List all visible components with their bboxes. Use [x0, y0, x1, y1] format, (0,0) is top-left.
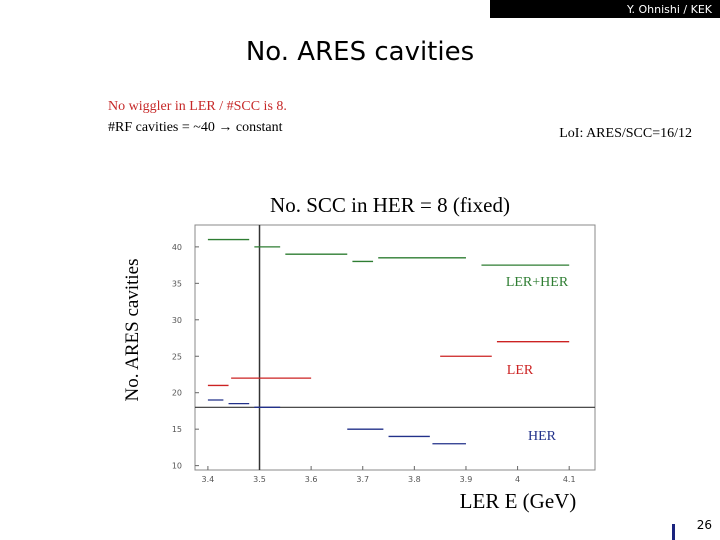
y-tick-label: 15: [172, 425, 182, 434]
x-tick-label: 4: [515, 475, 520, 484]
y-tick-label: 40: [172, 243, 182, 252]
x-tick-label: 3.8: [408, 475, 421, 484]
y-tick-label: 30: [172, 316, 182, 325]
x-tick-label: 3.6: [305, 475, 318, 484]
x-tick-label: 3.5: [253, 475, 266, 484]
chart-title: No. SCC in HER = 8 (fixed): [270, 193, 510, 217]
series-line: [207, 399, 466, 445]
loi: LoI: ARES/SCC=16/12: [559, 126, 692, 141]
series-label: HER: [528, 429, 557, 444]
page-number: 26: [697, 518, 712, 532]
series-label: LER: [507, 363, 534, 378]
y-tick-label: 35: [172, 279, 182, 288]
slide-title: No. ARES cavities: [246, 37, 474, 67]
series-line: [207, 341, 570, 387]
header: Y. Ohnishi / KEK: [626, 3, 713, 16]
x-tick-label: 4.1: [563, 475, 576, 484]
y-axis-label: No. ARES cavities: [122, 258, 143, 401]
footer-mark: [672, 524, 675, 540]
note: No wiggler in LER / #SCC is 8.: [108, 99, 287, 114]
x-tick-label: 3.9: [460, 475, 473, 484]
x-tick-label: 3.7: [356, 475, 369, 484]
header-bar: [490, 0, 720, 18]
series-label: LER+HER: [506, 275, 569, 290]
y-tick-label: 10: [172, 462, 182, 471]
series-line: [207, 238, 570, 266]
note: #RF cavities = ~40 → constant: [108, 120, 283, 135]
x-tick-label: 3.4: [202, 475, 215, 484]
y-tick-label: 20: [172, 389, 182, 398]
plot-frame: [194, 224, 596, 471]
y-tick-label: 25: [172, 352, 182, 361]
x-axis-label: LER E (GeV): [460, 489, 577, 513]
